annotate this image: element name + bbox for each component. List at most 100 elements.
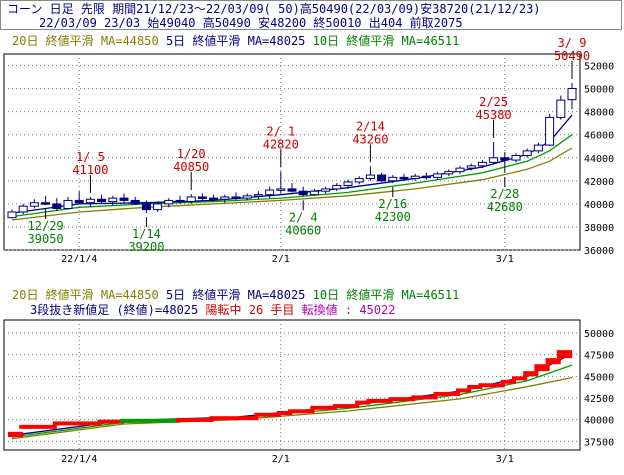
upper-y-tick-label: 46000 — [584, 131, 614, 142]
break-brick — [433, 391, 460, 396]
candle-body — [567, 87, 577, 101]
annotation-price: 43260 — [352, 132, 388, 146]
candle-body — [119, 197, 129, 201]
legend-ma5: 5日 終値平滑 MA=48025 — [165, 34, 306, 48]
lower-x-tick-label: 22/1/4 — [61, 454, 97, 465]
lower-ma20-line — [11, 376, 573, 440]
annotation-date: 2/16 — [378, 197, 407, 211]
candle-body — [533, 144, 543, 152]
lower-y-tick-label: 42500 — [584, 394, 614, 405]
annotation-price: 39050 — [28, 232, 64, 246]
candle-body — [220, 196, 230, 200]
upper-y-tick-label: 36000 — [584, 246, 614, 257]
candle-body — [265, 189, 275, 196]
candlestick-chart: 20日 終値平滑 MA=44850 5日 終値平滑 MA=48025 10日 終… — [3, 34, 614, 262]
candle-body — [253, 194, 263, 197]
break-status: 陽転中 — [205, 303, 242, 317]
break-brick — [478, 383, 505, 388]
candle-body — [321, 188, 331, 192]
annotation-date: 1/14 — [132, 227, 161, 241]
lower-y-tick-label: 40000 — [584, 416, 614, 427]
upper-ma20-line — [11, 147, 573, 221]
candle-body — [343, 181, 353, 186]
upper-y-tick-label: 52000 — [584, 62, 614, 73]
annotation-price: 42680 — [487, 200, 523, 214]
break-brick — [388, 397, 416, 402]
annotation-price: 50490 — [554, 49, 590, 63]
candle-body — [433, 173, 443, 178]
candle-body — [410, 175, 420, 180]
legend-ma5-lower: 5日 終値平滑 MA=48025 — [165, 288, 306, 302]
candle-body — [276, 188, 286, 191]
annotation-price: 45380 — [476, 108, 512, 122]
break-count: 26 手目 — [248, 303, 295, 317]
break-brick — [512, 376, 528, 381]
break-brick — [523, 371, 539, 377]
break-brick — [288, 409, 315, 414]
annotation-date: 2/14 — [356, 119, 385, 133]
candle-body — [63, 199, 73, 209]
break-brick — [8, 431, 24, 437]
lower-x-tick-label: 2/1 — [272, 454, 290, 465]
candle-body — [545, 116, 555, 146]
break-brick — [332, 404, 360, 409]
break-brick — [467, 385, 483, 389]
break-brick — [534, 364, 550, 372]
break-brick — [97, 419, 124, 424]
candle-body — [209, 197, 219, 201]
candle-body — [489, 157, 499, 163]
annotation-price: 42820 — [263, 137, 299, 151]
lower-y-tick-label: 37500 — [584, 437, 614, 448]
upper-x-tick-label: 22/1/4 — [61, 254, 97, 262]
break-brick — [276, 411, 292, 415]
candle-body — [74, 199, 84, 204]
upper-ma10-line — [11, 134, 573, 218]
lower-y-tick-label: 45000 — [584, 372, 614, 383]
candle-body — [7, 211, 17, 219]
break-brick — [120, 418, 180, 423]
candle-body — [444, 171, 454, 175]
legend-ma10-lower: 10日 終値平滑 MA=46511 — [312, 288, 460, 302]
candle-body — [97, 198, 107, 203]
candle-body — [29, 202, 39, 207]
chart-header: コーン 日足 先限 期間21/12/23〜22/03/09( 50)高50490… — [0, 0, 622, 30]
annotation-price: 41100 — [72, 163, 108, 177]
candle-body — [186, 196, 196, 203]
break-reversal: 転換値 : 45022 — [301, 303, 396, 317]
legend-ma20-lower: 20日 終値平滑 MA=44850 — [12, 288, 159, 302]
candle-body — [332, 184, 342, 190]
legend-lower: 20日 終値平滑 MA=44850 5日 終値平滑 MA=48025 10日 終… — [12, 288, 492, 302]
candle-body — [175, 199, 185, 203]
legend-ma10: 10日 終値平滑 MA=46511 — [312, 34, 460, 48]
annotation-date: 1/20 — [177, 147, 206, 161]
lower-x-tick-label: 3/1 — [496, 454, 514, 465]
header-line-2: 22/03/09 23/03 始49040 高50490 安48200 終500… — [39, 16, 463, 30]
candle-body — [141, 203, 151, 211]
candle-body — [52, 203, 62, 209]
candle-body — [130, 199, 140, 205]
candle-body — [85, 198, 95, 204]
annotation-price: 39200 — [128, 240, 164, 254]
legend-ma20: 20日 終値平滑 MA=44850 — [12, 34, 159, 48]
upper-y-tick-label: 38000 — [584, 223, 614, 234]
candle-body — [377, 174, 387, 182]
upper-plot-area — [3, 53, 581, 251]
break-brick — [500, 379, 516, 384]
break-new-value: 3段抜き新値足 (終値)=48025 — [30, 303, 199, 317]
candle-body — [522, 150, 532, 156]
candle-body — [365, 174, 375, 180]
break-brick — [366, 398, 393, 403]
candle-body — [287, 188, 297, 192]
lower-y-tick-label: 47500 — [584, 351, 614, 362]
break-brick — [355, 400, 371, 405]
candle-body — [153, 203, 163, 211]
break-title: 3段抜き新値足 (終値)=48025 陽転中 26 手目 転換値 : 45022 — [30, 303, 510, 317]
candle-body — [41, 202, 51, 205]
break-brick — [176, 417, 214, 422]
annotation-date: 12/29 — [28, 219, 64, 233]
break-brick — [19, 424, 57, 429]
break-brick — [556, 350, 572, 359]
lower-y-tick-label: 50000 — [584, 329, 614, 340]
candle-body — [242, 195, 252, 199]
candle-body — [500, 157, 510, 161]
